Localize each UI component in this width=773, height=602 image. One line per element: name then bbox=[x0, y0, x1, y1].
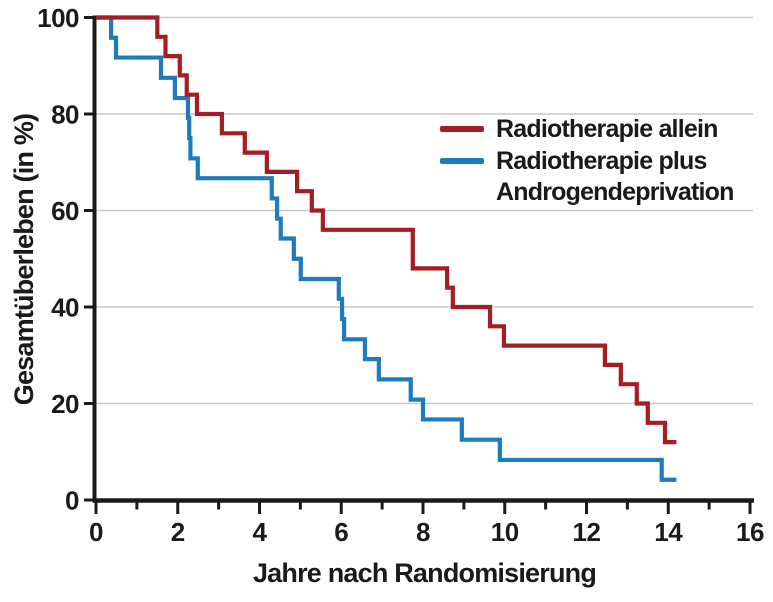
y-tick-label-100: 100 bbox=[37, 3, 79, 33]
legend-swatch-radiotherapie-allein bbox=[440, 126, 484, 132]
y-axis-title: Gesamtüberleben (in %) bbox=[9, 113, 39, 406]
x-tick-label-16: 16 bbox=[736, 517, 764, 547]
x-tick-label-4: 4 bbox=[253, 517, 268, 547]
x-tick-label-10: 10 bbox=[491, 517, 519, 547]
x-tick-label-2: 2 bbox=[171, 517, 185, 547]
x-tick-label-6: 6 bbox=[334, 517, 348, 547]
legend-label-radiotherapie-allein: Radiotherapie allein bbox=[496, 115, 718, 143]
y-tick-label-20: 20 bbox=[51, 389, 79, 419]
curve-radiotherapie-plus-androgendeprivation bbox=[96, 15, 677, 482]
legend-label-radiotherapie-plus-line1: Radiotherapie plus bbox=[496, 147, 707, 175]
y-tick-label-40: 40 bbox=[51, 293, 79, 323]
y-tick-label-80: 80 bbox=[51, 100, 79, 130]
x-tick-label-0: 0 bbox=[89, 517, 103, 547]
x-axis-title: Jahre nach Randomisierung bbox=[252, 558, 597, 588]
legend-swatch-radiotherapie-plus bbox=[440, 158, 484, 164]
x-tick-label-12: 12 bbox=[573, 517, 601, 547]
legend-item-radiotherapie-plus: Radiotherapie plus bbox=[440, 145, 734, 177]
legend-item-radiotherapie-plus-line2: Androgendeprivation bbox=[440, 177, 734, 206]
x-tick-label-14: 14 bbox=[654, 517, 683, 547]
y-tick-label-0: 0 bbox=[65, 486, 79, 516]
legend-item-radiotherapie-allein: Radiotherapie allein bbox=[440, 113, 734, 145]
curve-radiotherapie-allein bbox=[96, 15, 677, 445]
y-tick-label-60: 60 bbox=[51, 196, 79, 226]
x-tick-label-8: 8 bbox=[416, 517, 430, 547]
legend-label-radiotherapie-plus-line2: Androgendeprivation bbox=[496, 177, 734, 206]
legend: Radiotherapie allein Radiotherapie plus … bbox=[440, 113, 734, 206]
